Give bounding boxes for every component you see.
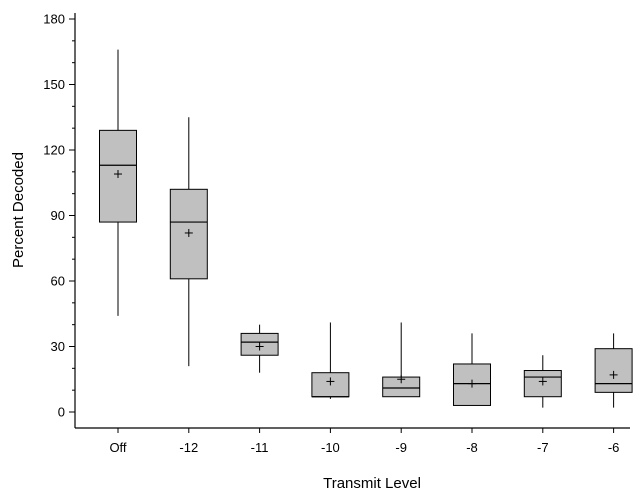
x-tick-label: -11 bbox=[251, 440, 269, 455]
y-tick-label: 90 bbox=[51, 208, 65, 223]
y-tick-label: 150 bbox=[43, 77, 65, 92]
x-tick-label: -12 bbox=[179, 440, 198, 455]
x-tick-label: -6 bbox=[608, 440, 620, 455]
x-axis-title: Transmit Level bbox=[323, 475, 421, 492]
x-tick-label: -10 bbox=[321, 440, 340, 455]
y-tick-label: 120 bbox=[43, 143, 65, 158]
x-tick-label: -7 bbox=[537, 440, 549, 455]
x-tick-label: -9 bbox=[395, 440, 407, 455]
y-tick-label: 30 bbox=[51, 339, 65, 354]
x-tick-label: -8 bbox=[466, 440, 478, 455]
y-axis-title: Percent Decoded bbox=[10, 152, 27, 268]
x-tick-label: Off bbox=[109, 440, 126, 455]
box bbox=[594, 348, 633, 393]
y-tick-label: 60 bbox=[51, 274, 65, 289]
y-tick-label: 180 bbox=[43, 12, 65, 27]
y-tick-label: 0 bbox=[58, 405, 65, 420]
